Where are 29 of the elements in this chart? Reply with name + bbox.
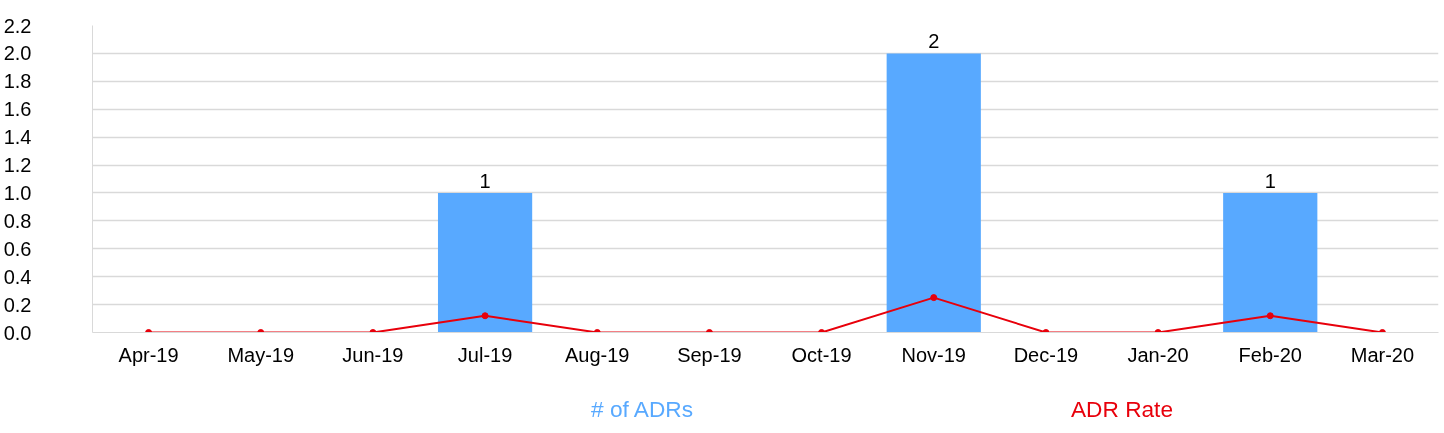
y-tick-label: 2.2 (3, 14, 32, 37)
x-tick-label: Sep-19 (677, 343, 742, 366)
y-tick-label: 0.8 (3, 209, 32, 232)
x-tick-label: Jul-19 (457, 343, 513, 366)
y-tick-label: 1.0 (3, 181, 32, 204)
x-tick-label: Oct-19 (791, 343, 852, 366)
x-tick-label: Aug-19 (565, 343, 630, 366)
x-tick-label: Nov-19 (901, 343, 966, 366)
y-tick-label: 1.6 (3, 98, 32, 121)
y-tick-label: 1.2 (3, 154, 32, 177)
x-tick-label: Jun-19 (342, 343, 404, 366)
x-tick-label: Mar-20 (1350, 343, 1415, 366)
y-tick-label: 0.2 (3, 293, 32, 316)
x-tick-label: Jan-20 (1127, 343, 1189, 366)
text: # of ADRs (591, 396, 693, 423)
x-tick-label: Dec-19 (1013, 343, 1079, 366)
data-label: 1 (1264, 169, 1276, 192)
y-tick-label: 2.0 (3, 42, 32, 65)
x-tick-label: Apr-19 (118, 343, 179, 366)
y-tick-label: 1.8 (3, 70, 32, 93)
y-tick-label: 0.0 (3, 321, 32, 344)
x-tick-label: May-19 (227, 343, 295, 366)
data-label: 2 (928, 30, 940, 53)
text: ADR Rate (1071, 396, 1173, 423)
x-tick-label: Feb-20 (1238, 343, 1302, 366)
y-tick-label: 0.6 (3, 237, 32, 260)
y-tick-label: 0.4 (3, 265, 32, 288)
y-tick-label: 1.4 (3, 126, 32, 149)
data-label: 1 (479, 169, 491, 192)
